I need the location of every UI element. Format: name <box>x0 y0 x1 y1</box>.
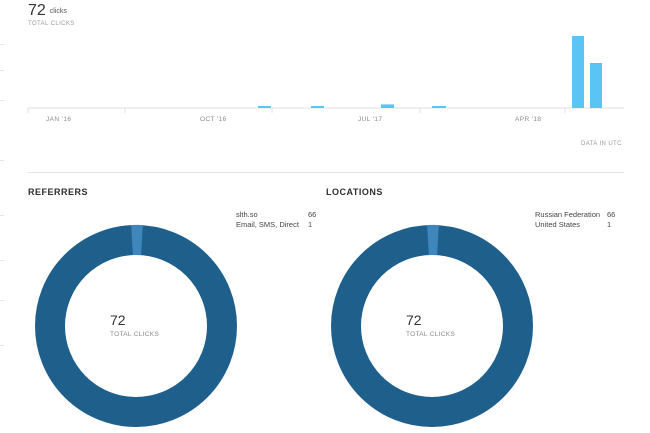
timeline-bar[interactable] <box>311 106 324 108</box>
referrer-count: 1 <box>308 220 312 230</box>
locations-donut-svg <box>330 224 534 428</box>
locations-legend: Russian Federation 66 United States 1 <box>535 210 617 230</box>
referrers-donut-chart: 72 TOTAL CLICKS <box>34 224 238 433</box>
locations-donut-chart: 72 TOTAL CLICKS <box>330 224 534 433</box>
section-divider <box>28 172 624 173</box>
location-label: Russian Federation <box>535 210 600 219</box>
referrer-label: Email, SMS, Direct <box>236 220 299 229</box>
referrer-count: 66 <box>308 210 316 220</box>
locations-center-label: TOTAL CLICKS <box>406 331 455 338</box>
referrer-row[interactable]: slth.so 66 <box>236 210 318 220</box>
timeline-bar[interactable] <box>590 63 602 108</box>
timeline-bar[interactable] <box>572 36 584 108</box>
referrers-segment-slth[interactable] <box>50 240 222 412</box>
location-row[interactable]: United States 1 <box>535 220 617 230</box>
timeline-bar[interactable] <box>381 104 394 108</box>
data-timezone-note: DATA IN UTC <box>581 141 622 147</box>
clicks-timeline-chart: JAN '16 OCT '16 JUL '17 APR '18 <box>0 0 650 130</box>
referrers-title: REFERRERS <box>28 187 88 197</box>
referrers-legend: slth.so 66 Email, SMS, Direct 1 <box>236 210 318 230</box>
locations-segment-russia[interactable] <box>346 240 518 412</box>
timeline-bar[interactable] <box>258 106 271 108</box>
referrer-label: slth.so <box>236 210 258 219</box>
location-count: 1 <box>607 220 611 230</box>
axis-label-apr-18: APR '18 <box>515 116 541 123</box>
location-row[interactable]: Russian Federation 66 <box>535 210 617 220</box>
locations-title: LOCATIONS <box>326 187 383 197</box>
location-label: United States <box>535 220 580 229</box>
axis-label-oct-16: OCT '16 <box>200 116 227 123</box>
referrer-row[interactable]: Email, SMS, Direct 1 <box>236 220 318 230</box>
referrers-donut-svg <box>34 224 238 428</box>
referrers-center-value: 72 <box>110 312 126 328</box>
axis-label-jul-17: JUL '17 <box>358 116 382 123</box>
locations-center-value: 72 <box>406 312 422 328</box>
axis-label-jan-16: JAN '16 <box>46 116 71 123</box>
timeline-bar[interactable] <box>432 106 446 108</box>
location-count: 66 <box>607 210 615 220</box>
referrers-center-label: TOTAL CLICKS <box>110 331 159 338</box>
